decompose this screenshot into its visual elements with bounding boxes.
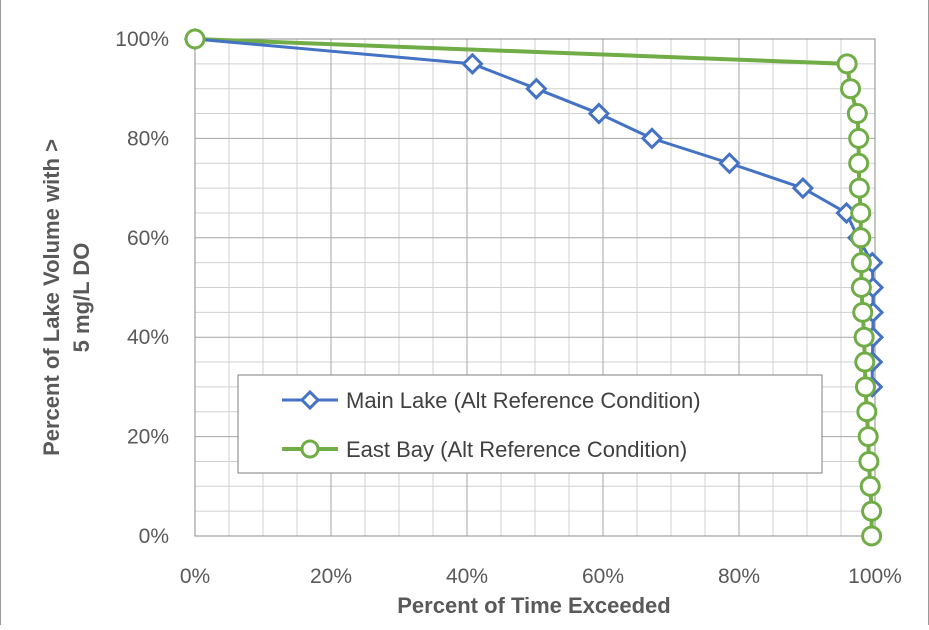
x-tick-label: 20% — [310, 565, 352, 588]
y-tick-label: 80% — [127, 127, 169, 150]
legend-diamond-marker — [299, 389, 321, 411]
east-bay-point — [850, 227, 872, 249]
y-tick-label: 20% — [127, 426, 169, 449]
main-lake-point — [791, 176, 815, 200]
legend-circle-marker — [300, 439, 320, 459]
legend-label-main-lake: Main Lake (Alt Reference Condition) — [346, 388, 701, 413]
y-tick-label: 60% — [127, 227, 169, 250]
main-lake-point — [525, 77, 548, 100]
east-bay-point — [848, 177, 870, 199]
east-bay-point — [850, 277, 872, 298]
east-bay-point — [848, 152, 870, 174]
x-axis-title: Percent of Time Exceeded — [397, 593, 671, 618]
east-bay-point — [859, 475, 881, 497]
main-lake-point — [640, 127, 664, 150]
y-axis-title: Percent of Lake Volume with >5 mg/L DO — [39, 139, 94, 456]
main-lake-point — [718, 152, 741, 175]
series-layer — [183, 27, 885, 547]
east-bay-point — [854, 376, 876, 398]
east-bay-point — [184, 28, 206, 50]
x-tick-label: 60% — [582, 565, 624, 588]
east-bay-point — [853, 326, 875, 348]
east-bay-point — [861, 525, 883, 547]
east-bay-point — [858, 450, 880, 472]
x-axis-tick-labels: 0% 20% 40% 60% 80% 100% — [180, 565, 902, 588]
east-bay-point — [846, 103, 868, 125]
east-bay-point — [852, 301, 874, 323]
east-bay-point — [856, 401, 878, 423]
y-tick-label: 100% — [115, 28, 169, 51]
y-tick-label: 0% — [139, 525, 169, 548]
east-bay-point — [857, 426, 879, 448]
legend-item-main-lake: Main Lake (Alt Reference Condition) — [282, 388, 701, 413]
legend-item-east-bay: East Bay (Alt Reference Condition) — [282, 437, 687, 462]
y-axis-title-line-1: Percent of Lake Volume with > — [39, 139, 64, 456]
x-tick-label: 100% — [848, 565, 902, 588]
east-bay-point — [850, 202, 872, 224]
main-lake-point — [587, 102, 611, 125]
east-bay-point — [848, 127, 870, 149]
x-tick-label: 0% — [180, 565, 210, 588]
legend: Main Lake (Alt Reference Condition) East… — [237, 374, 823, 474]
y-axis-tick-labels: 0% 20% 40% 60% 80% 100% — [115, 28, 169, 548]
y-tick-label: 40% — [127, 326, 169, 349]
east-bay-point — [850, 252, 872, 274]
east-bay-point — [840, 78, 862, 100]
east-bay-point — [836, 53, 858, 75]
east-bay-point — [861, 500, 883, 522]
x-tick-label: 40% — [446, 565, 488, 588]
east-bay-point — [854, 351, 876, 373]
legend-box — [237, 374, 823, 474]
legend-label-east-bay: East Bay (Alt Reference Condition) — [346, 437, 687, 462]
y-axis-title-line-2: 5 mg/L DO — [69, 243, 94, 353]
main-lake-point — [461, 52, 484, 75]
x-tick-label: 80% — [718, 565, 760, 588]
